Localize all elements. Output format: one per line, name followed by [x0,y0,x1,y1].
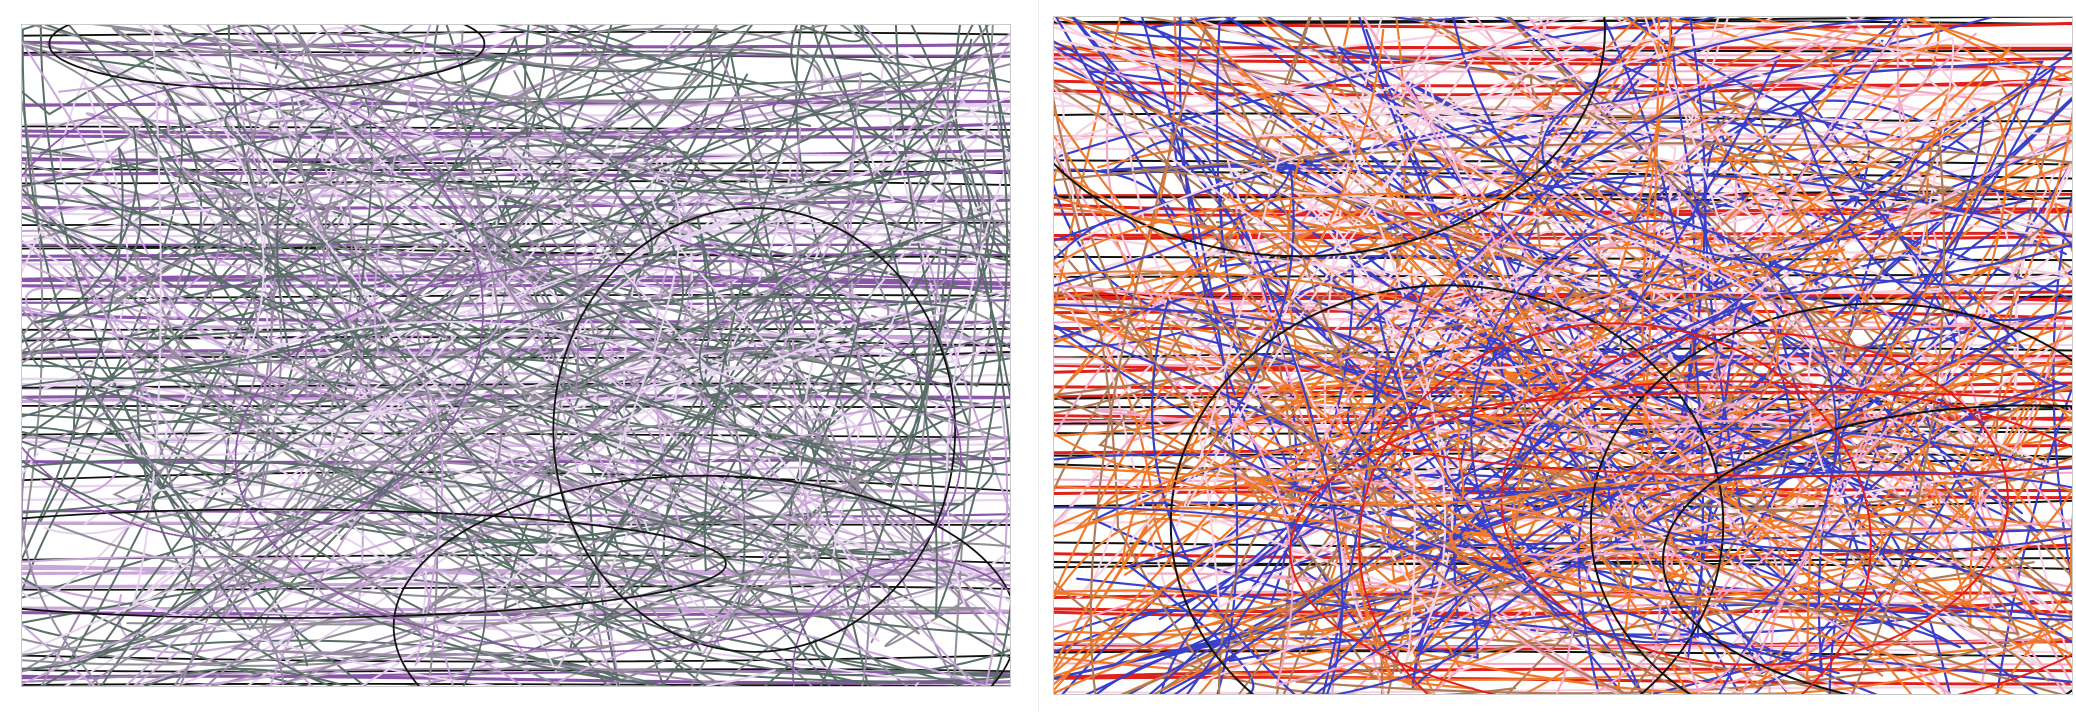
scribble-canvas-left [22,25,1010,686]
panel-divider [1038,0,1039,712]
scribble-canvas-right [1054,17,2072,694]
scribble-panel-right [1053,16,2073,695]
scribble-panel-left [21,24,1011,687]
scribble-stroke [1054,687,2072,692]
